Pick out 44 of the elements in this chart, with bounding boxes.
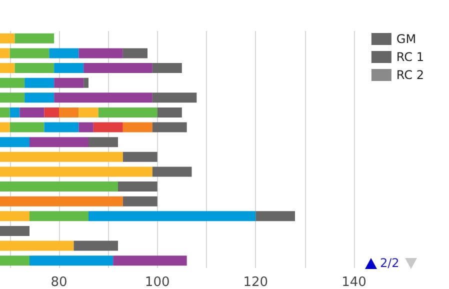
bar <box>78 122 94 132</box>
x-tick-label: 80 <box>50 275 68 289</box>
bar <box>0 152 123 162</box>
bar <box>157 107 182 118</box>
bar <box>0 63 15 74</box>
bar <box>74 240 118 251</box>
bar <box>44 122 79 132</box>
bar <box>122 196 158 206</box>
bar <box>93 122 123 132</box>
bar <box>0 122 10 132</box>
bar <box>88 137 118 148</box>
bar <box>88 211 256 222</box>
bar <box>49 48 79 58</box>
legend-label: RC 2 <box>396 68 424 82</box>
bar <box>152 63 182 74</box>
x-tick-label: 100 <box>144 275 170 289</box>
text: 2/2 <box>380 256 400 270</box>
bar <box>152 122 187 132</box>
legend-label: RC 1 <box>396 50 424 64</box>
bar <box>256 211 295 222</box>
bar <box>0 240 74 251</box>
bar <box>0 226 30 236</box>
x-tick-label: 140 <box>342 275 366 289</box>
bar <box>84 63 152 74</box>
bar <box>14 33 54 44</box>
bar <box>122 48 148 58</box>
bar <box>54 63 84 74</box>
bar <box>0 33 15 44</box>
bar <box>78 48 123 58</box>
bar <box>118 182 158 192</box>
legend-label: GM <box>396 32 416 46</box>
bar <box>98 107 158 118</box>
x-tick-label: 120 <box>243 275 268 289</box>
bar <box>84 78 88 88</box>
bar <box>122 152 158 162</box>
bar <box>14 63 54 74</box>
bar <box>0 166 152 177</box>
bar <box>0 48 10 58</box>
bar <box>10 48 50 58</box>
bar <box>0 211 30 222</box>
bar <box>30 211 88 222</box>
bar <box>10 122 44 132</box>
bar <box>152 92 197 103</box>
bar <box>152 166 192 177</box>
